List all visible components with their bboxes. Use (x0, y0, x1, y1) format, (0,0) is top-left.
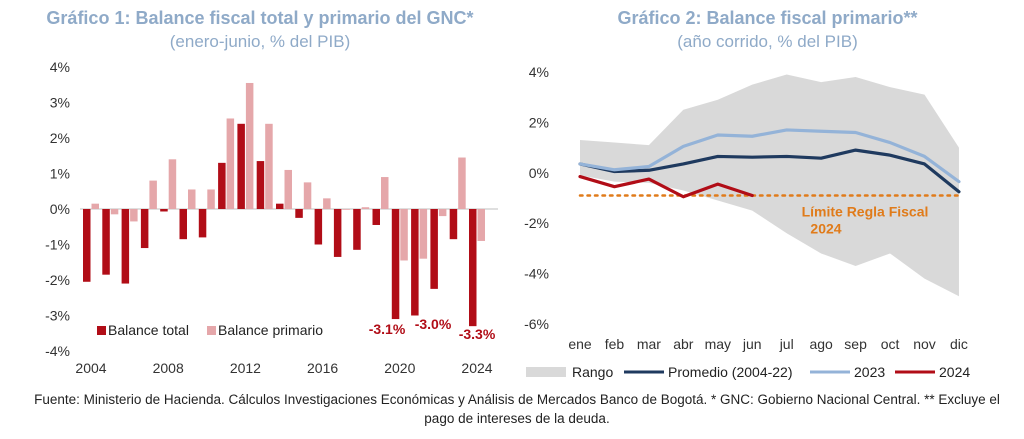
bar-balance-primario (188, 189, 196, 209)
chart2-title: Gráfico 2: Balance fiscal primario** (617, 8, 918, 28)
x-tick-label: 2004 (75, 360, 106, 376)
bar-balance-primario (477, 209, 485, 241)
bar-balance-primario (284, 169, 292, 209)
bar-balance-total (411, 209, 419, 316)
bar-balance-total (353, 209, 361, 250)
y-tick-label: -1% (45, 237, 70, 253)
bar-balance-primario (149, 180, 157, 209)
bar-balance-primario (130, 209, 138, 222)
y-tick-label: -4% (45, 343, 70, 359)
y-tick-label: -6% (524, 316, 549, 332)
bar-balance-primario (207, 189, 215, 209)
x-tick-label: dic (950, 336, 968, 352)
bar-balance-primario (400, 209, 408, 261)
bar-balance-total (198, 209, 207, 238)
limite-label-line2: 2024 (810, 220, 841, 236)
bar-balance-total (295, 209, 303, 218)
bar-balance-primario (438, 209, 447, 217)
legend-label-balance-total: Balance total (108, 322, 189, 338)
x-tick-label: may (705, 336, 731, 352)
y-tick-label: -2% (524, 215, 549, 231)
bar-balance-total (449, 209, 458, 240)
bar-balance-total (256, 161, 265, 209)
legend-swatch-rango (526, 367, 566, 377)
rango-band (580, 74, 959, 297)
y-tick-label: 3% (50, 95, 70, 111)
bar-balance-primario (342, 209, 350, 210)
bar-balance-total (160, 209, 168, 212)
x-tick-label: 2024 (461, 360, 492, 376)
data-label-annotation: -3.1% (369, 321, 406, 337)
chart2-subtitle: (año corrido, % del PIB) (677, 32, 858, 51)
series-line-2024 (578, 174, 754, 199)
x-tick-label: 2016 (307, 360, 338, 376)
bar-balance-total (276, 203, 284, 209)
bar-balance-total (218, 162, 226, 209)
bar-balance-primario (381, 177, 389, 209)
bar-balance-total (237, 123, 245, 209)
bar-balance-total (372, 209, 380, 225)
bar-balance-total (121, 209, 130, 284)
bar-balance-total (391, 209, 400, 320)
legend-label-2023: 2023 (854, 364, 885, 380)
bar-balance-total (430, 209, 438, 289)
legend-label-promedio: Promedio (2004-22) (668, 364, 793, 380)
x-tick-label: nov (913, 336, 936, 352)
x-tick-label: abr (673, 336, 694, 352)
legend-label-rango: Rango (572, 364, 613, 380)
legend-label-2024: 2024 (939, 364, 970, 380)
x-tick-label: ago (809, 336, 833, 352)
x-tick-label: feb (605, 336, 625, 352)
x-tick-label: sep (844, 336, 867, 352)
legend-swatch-balance-primario (207, 326, 216, 335)
y-tick-label: 0% (529, 165, 549, 181)
series-line-2023 (578, 128, 961, 184)
data-label-annotation: -3.3% (459, 326, 496, 342)
bar-balance-primario (265, 123, 273, 209)
bar-balance-total (140, 209, 149, 249)
bar-balance-primario (303, 182, 312, 209)
y-tick-label: 4% (529, 64, 549, 80)
y-tick-label: 4% (50, 59, 70, 75)
x-tick-label: 2008 (153, 360, 184, 376)
x-tick-label: jul (779, 336, 794, 352)
bar-balance-primario (91, 203, 99, 209)
bar-balance-total (102, 209, 110, 275)
y-tick-label: -3% (45, 308, 70, 324)
data-label-annotation: -3.0% (415, 316, 452, 332)
y-tick-label: 2% (529, 114, 549, 130)
bar-balance-primario (458, 157, 466, 209)
bar-balance-primario (226, 118, 235, 209)
y-tick-label: -2% (45, 272, 70, 288)
y-tick-label: 2% (50, 130, 70, 146)
source-note: Fuente: Ministerio de Hacienda. Cálculos… (34, 392, 1000, 426)
x-tick-label: 2020 (384, 360, 415, 376)
y-tick-label: 0% (50, 201, 70, 217)
legend-label-balance-primario: Balance primario (218, 322, 323, 338)
x-tick-label: 2012 (230, 360, 261, 376)
bar-balance-primario (361, 207, 370, 209)
chart1-title: Gráfico 1: Balance fiscal total y primar… (46, 8, 474, 28)
x-tick-label: ene (568, 336, 592, 352)
series-line-promedio (578, 148, 961, 194)
bar-balance-total (179, 209, 187, 240)
limite-label-line1: Límite Regla Fiscal (802, 203, 929, 219)
legend-swatch-balance-total (97, 326, 106, 335)
x-tick-label: oct (881, 336, 900, 352)
bar-balance-primario (323, 198, 331, 209)
bar-balance-primario (245, 82, 254, 209)
y-tick-label: 1% (50, 166, 70, 182)
bar-balance-total (83, 209, 91, 282)
chart1-subtitle: (enero-junio, % del PIB) (169, 32, 351, 51)
bar-balance-primario (110, 209, 119, 215)
bar-balance-total (469, 209, 477, 327)
bar-balance-total (333, 209, 342, 257)
bar-balance-primario (168, 159, 177, 209)
y-tick-label: -4% (524, 266, 549, 282)
bar-balance-total (314, 209, 323, 245)
x-tick-label: jun (742, 336, 762, 352)
x-tick-label: mar (637, 336, 661, 352)
bar-balance-primario (419, 209, 428, 259)
